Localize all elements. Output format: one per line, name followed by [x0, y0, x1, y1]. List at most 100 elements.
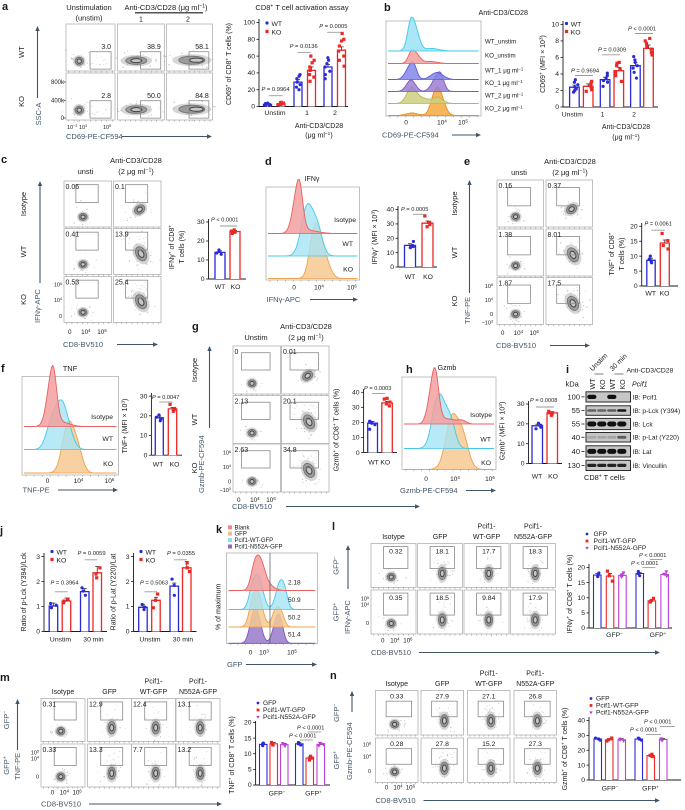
svg-text:10: 10: [244, 751, 252, 758]
svg-text:T cells (%): T cells (%): [619, 238, 626, 271]
svg-text:WT: WT: [153, 462, 164, 469]
svg-text:TNF+ (MFI × 103): TNF+ (MFI × 103): [121, 399, 129, 454]
svg-text:GFP−: GFP−: [269, 789, 286, 797]
svg-text:Isotype: Isotype: [334, 217, 356, 224]
svg-text:Isotype: Isotype: [91, 414, 113, 421]
svg-text:GFP−: GFP−: [332, 704, 341, 722]
svg-text:KO: KO: [481, 460, 491, 467]
svg-text:Pcif1-: Pcif1-: [480, 671, 499, 678]
svg-text:P: P: [289, 733, 293, 739]
svg-text:18.3: 18.3: [529, 549, 542, 556]
svg-text:(2 μg ml−1): (2 μg ml−1): [288, 333, 324, 342]
svg-text:< 0.0001: < 0.0001: [633, 27, 656, 33]
svg-text:10: 10: [577, 595, 585, 602]
svg-text:i: i: [566, 364, 569, 376]
svg-text:IB: Vincullin: IB: Vincullin: [633, 463, 668, 470]
svg-text:84.8: 84.8: [195, 93, 209, 100]
svg-text:0: 0: [390, 264, 394, 271]
svg-text:58.1: 58.1: [195, 44, 209, 51]
svg-text:P: P: [598, 48, 602, 54]
svg-text:106: 106: [363, 742, 371, 749]
svg-text:0: 0: [235, 349, 239, 356]
svg-text:WT: WT: [146, 550, 157, 557]
svg-text:WT-GFP: WT-GFP: [473, 534, 501, 541]
svg-text:1: 1: [36, 604, 40, 611]
svg-text:2.18: 2.18: [288, 580, 301, 587]
svg-text:106: 106: [529, 329, 539, 337]
svg-text:103: 103: [79, 124, 87, 131]
svg-text:P: P: [152, 395, 156, 401]
svg-text:400k: 400k: [51, 98, 65, 104]
svg-text:a: a: [2, 1, 9, 13]
svg-text:1.87: 1.87: [499, 281, 513, 288]
svg-text:IB: Lck: IB: Lck: [633, 421, 654, 428]
svg-text:106: 106: [105, 477, 115, 485]
svg-text:= 0.0005: = 0.0005: [406, 207, 428, 213]
svg-text:P: P: [628, 27, 632, 33]
svg-text:0: 0: [634, 283, 638, 290]
svg-text:8: 8: [555, 38, 559, 45]
svg-text:f: f: [1, 363, 5, 375]
svg-text:0.28: 0.28: [390, 741, 403, 748]
svg-text:27.3: 27.3: [529, 741, 542, 748]
svg-text:P: P: [401, 207, 405, 213]
svg-text:Pcif1-WT-GFP: Pcif1-WT-GFP: [596, 703, 639, 710]
svg-text:Unstim: Unstim: [264, 110, 285, 117]
svg-text:P: P: [645, 222, 649, 228]
svg-text:55: 55: [572, 406, 580, 415]
svg-text:Unstim: Unstim: [562, 112, 583, 119]
svg-text:20: 20: [577, 747, 585, 754]
svg-text:104: 104: [74, 477, 84, 485]
svg-text:104: 104: [437, 118, 447, 126]
svg-text:(μg ml−1): (μg ml−1): [612, 133, 639, 141]
svg-text:WT_1 μg ml−1: WT_1 μg ml−1: [485, 67, 524, 75]
svg-text:P: P: [167, 551, 171, 557]
svg-text:unsti: unsti: [511, 168, 527, 177]
svg-text:CD8-BV510: CD8-BV510: [63, 340, 103, 349]
svg-text:KO: KO: [170, 462, 180, 469]
svg-text:0: 0: [356, 450, 360, 457]
svg-text:0: 0: [51, 790, 55, 797]
svg-text:Anti-CD3/CD28: Anti-CD3/CD28: [110, 156, 162, 165]
svg-text:0.1: 0.1: [115, 184, 125, 191]
svg-text:Blank: Blank: [235, 525, 251, 531]
svg-text:Anti-CD3/CD28 (μg ml−1): Anti-CD3/CD28 (μg ml−1): [124, 3, 208, 12]
svg-text:20: 20: [247, 87, 255, 94]
svg-text:P: P: [571, 69, 575, 75]
svg-text:105: 105: [103, 124, 111, 131]
svg-text:KO: KO: [620, 379, 627, 390]
svg-text:GFP−: GFP−: [332, 556, 341, 574]
svg-text:TNF: TNF: [63, 364, 78, 373]
svg-text:Isotype: Isotype: [52, 689, 75, 696]
svg-text:5: 5: [248, 767, 252, 774]
svg-text:30: 30: [517, 401, 525, 408]
svg-text:3: 3: [36, 554, 40, 561]
svg-text:l: l: [332, 521, 335, 533]
svg-text:= 0.3964: = 0.3964: [56, 581, 80, 587]
svg-text:0.33: 0.33: [43, 747, 57, 754]
svg-text:< 0.0001: < 0.0001: [294, 733, 316, 739]
svg-text:CD69-PE-CF594: CD69-PE-CF594: [382, 131, 439, 140]
svg-text:TNF-PE: TNF-PE: [13, 753, 22, 780]
svg-text:9.84: 9.84: [482, 595, 495, 602]
svg-text:130: 130: [567, 461, 580, 470]
svg-text:KO: KO: [146, 558, 156, 565]
svg-text:P: P: [639, 553, 643, 559]
svg-text:40: 40: [577, 718, 585, 725]
svg-text:0: 0: [501, 330, 505, 337]
svg-text:0: 0: [385, 785, 389, 792]
svg-text:Pcif1-: Pcif1-: [189, 679, 208, 686]
svg-text:kDa: kDa: [566, 380, 580, 389]
svg-text:Anti-CD3/CD28: Anti-CD3/CD28: [602, 124, 650, 131]
svg-text:KO_2 μg ml−1: KO_2 μg ml−1: [485, 105, 523, 113]
svg-text:10: 10: [140, 433, 148, 440]
svg-text:104: 104: [81, 328, 91, 336]
svg-text:6: 6: [555, 55, 559, 62]
svg-text:104: 104: [361, 602, 369, 609]
svg-text:CD69+ of CD8+ T cells (%): CD69+ of CD8+ T cells (%): [226, 23, 233, 105]
svg-text:WT: WT: [571, 21, 582, 28]
svg-text:Ratio of p-Lat (Y220)/Lat: Ratio of p-Lat (Y220)/Lat: [111, 554, 118, 631]
svg-text:IFNγ+ (MFI × 103): IFNγ+ (MFI × 103): [371, 210, 379, 265]
svg-text:IFNγ-APC: IFNγ-APC: [267, 295, 301, 304]
svg-text:(2 μg ml−1): (2 μg ml−1): [118, 167, 154, 176]
